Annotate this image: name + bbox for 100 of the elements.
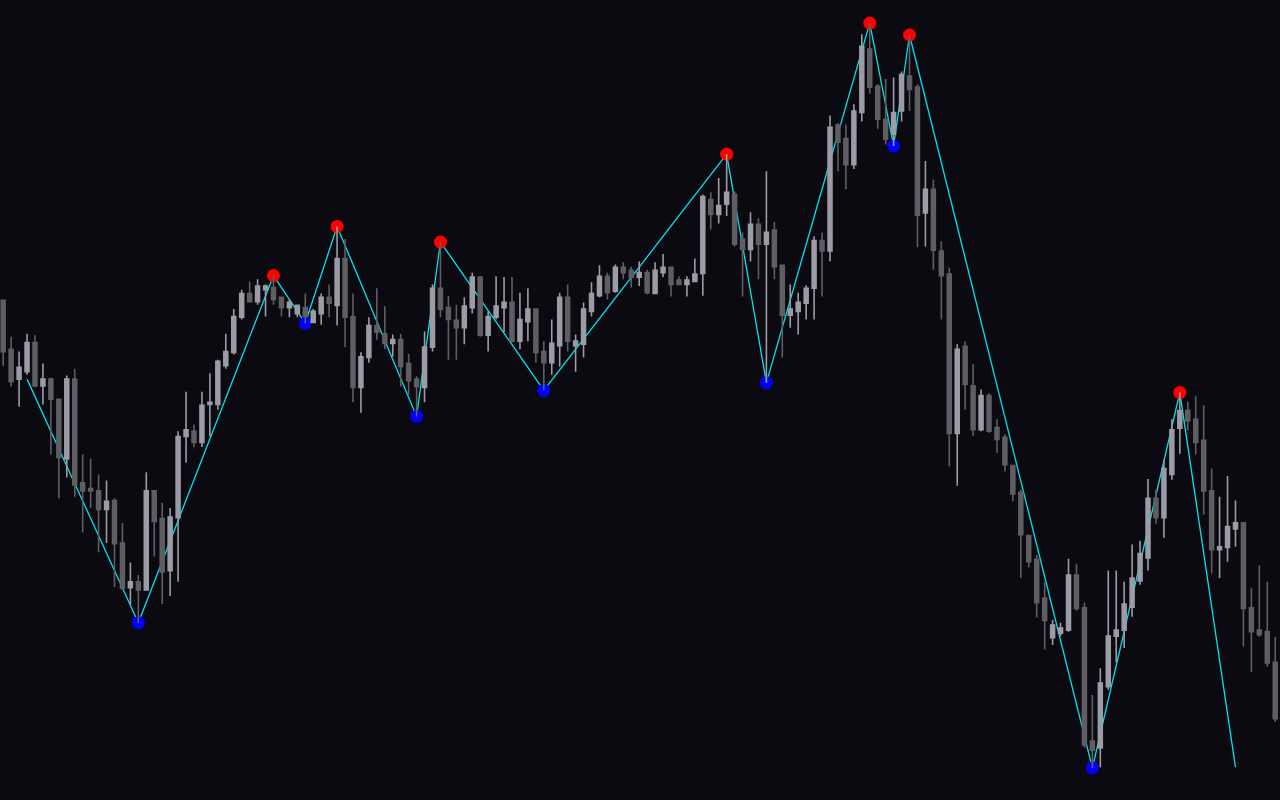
candlestick (453, 303, 460, 361)
candlestick (366, 316, 372, 364)
candlestick (628, 265, 634, 289)
candlestick (215, 358, 221, 411)
candlestick (390, 333, 396, 358)
candlestick (723, 153, 730, 217)
point (131, 616, 145, 630)
candlestick (819, 231, 825, 298)
candlestick (1272, 636, 1278, 723)
candlestick (199, 391, 205, 448)
candlestick (374, 287, 380, 341)
candlestick (1169, 418, 1175, 481)
candlestick (477, 276, 483, 338)
candlestick (580, 301, 587, 359)
candlestick (970, 363, 976, 437)
candlestick (254, 278, 261, 306)
candlestick (461, 296, 468, 345)
candlestick (708, 191, 714, 231)
candlestick (302, 292, 309, 325)
candlestick (1145, 478, 1151, 572)
candlestick (946, 266, 953, 468)
candlestick (207, 372, 213, 438)
candlestick (684, 275, 690, 298)
candlestick (867, 22, 873, 95)
candlestick (898, 70, 905, 123)
candlestick (501, 276, 507, 334)
candlestick (71, 367, 78, 498)
candlestick (882, 78, 889, 146)
candlestick (962, 340, 968, 411)
candlestick (0, 298, 6, 367)
candlestick (1065, 557, 1072, 633)
candlestick (763, 170, 770, 384)
candlestick (938, 240, 945, 321)
candlestick (509, 276, 515, 344)
candlestick (739, 231, 746, 298)
candlestick (119, 522, 126, 591)
candlestick (644, 268, 650, 296)
candlestick (1192, 395, 1199, 456)
candlestick (342, 238, 348, 348)
candlestick (437, 241, 444, 319)
candlestick (517, 291, 523, 351)
candlestick (230, 308, 237, 356)
candlestick (731, 190, 738, 248)
candlestick (827, 114, 833, 263)
candlestick (668, 265, 674, 298)
candlestick (978, 388, 984, 433)
candlestick (48, 376, 54, 456)
candlestick (445, 294, 452, 361)
candlestick (103, 479, 110, 544)
candlestick (64, 374, 70, 479)
candlestick (397, 332, 404, 388)
candlestick (1232, 499, 1239, 548)
candlestick (604, 271, 611, 301)
candlestick (1153, 488, 1159, 525)
candlestick (1057, 621, 1064, 637)
point (267, 269, 280, 283)
point (1085, 761, 1099, 775)
candlestick (676, 275, 682, 287)
candlestick (318, 292, 324, 326)
candlestick (223, 332, 229, 370)
candlestick (56, 398, 62, 500)
candlestick (16, 350, 22, 408)
candlestick (1010, 464, 1016, 503)
point (759, 376, 773, 390)
candlestick (1177, 391, 1183, 455)
candlestick (795, 291, 801, 336)
candlestick (1240, 522, 1247, 648)
candlestick (525, 287, 531, 342)
point (903, 28, 917, 42)
candlestick (1137, 539, 1143, 586)
candlestick (747, 211, 754, 263)
candlestick (421, 330, 428, 404)
candlestick (151, 490, 157, 558)
candlestick (405, 353, 412, 396)
candlestick (1002, 433, 1008, 473)
candlestick (652, 261, 658, 296)
candlestick (8, 335, 14, 388)
candlestick (906, 34, 913, 112)
candlestick (485, 310, 491, 353)
candlestick (1049, 618, 1056, 646)
candlestick (954, 343, 960, 487)
candlestick (143, 471, 150, 591)
candlestick (1113, 569, 1119, 663)
candlestick (191, 423, 197, 448)
candlestick (859, 33, 865, 123)
candlestick (715, 177, 722, 225)
candlestick (326, 283, 332, 319)
candlestick (350, 292, 356, 404)
candlestick (1033, 554, 1040, 619)
candlestick (930, 178, 937, 271)
candlestick (922, 160, 929, 248)
candlestick (135, 574, 142, 624)
candlestick (32, 334, 38, 389)
candlestick (1208, 467, 1215, 575)
candlestick (811, 235, 817, 321)
candlestick (843, 123, 849, 190)
candlestick (1018, 488, 1024, 579)
candlestick (1105, 569, 1112, 691)
candlestick (40, 362, 46, 406)
candlestick (541, 340, 547, 392)
